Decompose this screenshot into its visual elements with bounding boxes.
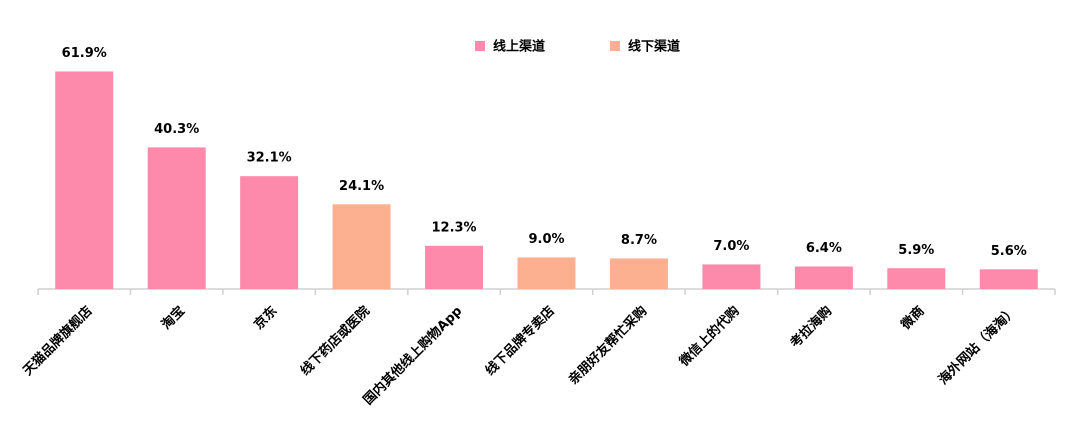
legend-label: 线上渠道: [493, 39, 545, 55]
value-label: 5.6%: [991, 244, 1027, 259]
value-label: 6.4%: [806, 241, 842, 256]
x-tick-label: 微商: [897, 303, 927, 333]
x-tick-label: 亲朋好友帮忙采购: [565, 303, 650, 388]
legend-label: 线下渠道: [628, 39, 680, 55]
bar: [609, 258, 668, 289]
x-tick-label: 海外网站（海淘）: [935, 303, 1020, 388]
bar: [425, 245, 484, 289]
value-label: 8.7%: [621, 233, 657, 248]
x-tick-label: 微信上的代购: [676, 303, 743, 370]
value-label: 7.0%: [713, 239, 749, 254]
value-label: 5.9%: [898, 243, 934, 258]
x-tick-label: 天猫品牌旗舰店: [20, 303, 96, 379]
bar: [332, 204, 391, 289]
bar: [55, 71, 114, 289]
value-label: 40.3%: [154, 122, 199, 137]
x-tick-label: 国内其他线上购物App: [360, 303, 465, 408]
value-label: 9.0%: [528, 232, 564, 247]
value-label: 61.9%: [62, 46, 107, 61]
bar: [794, 266, 853, 289]
bar: [517, 257, 576, 289]
bar: [702, 264, 761, 289]
bar: [979, 269, 1038, 289]
x-tick-label: 京东: [251, 303, 281, 333]
bar: [147, 147, 206, 289]
bar: [887, 268, 946, 289]
value-label: 32.1%: [247, 151, 292, 166]
legend-swatch: [610, 41, 620, 51]
x-tick-label: 线下品牌专卖店: [482, 303, 558, 379]
x-tick-label: 考拉海购: [787, 303, 835, 351]
legend-swatch: [475, 41, 485, 51]
bar: [240, 176, 299, 289]
x-tick-label: 线下药店或医院: [297, 303, 373, 379]
x-tick-label: 淘宝: [158, 303, 188, 333]
value-label: 12.3%: [431, 220, 476, 235]
value-label: 24.1%: [339, 179, 384, 194]
